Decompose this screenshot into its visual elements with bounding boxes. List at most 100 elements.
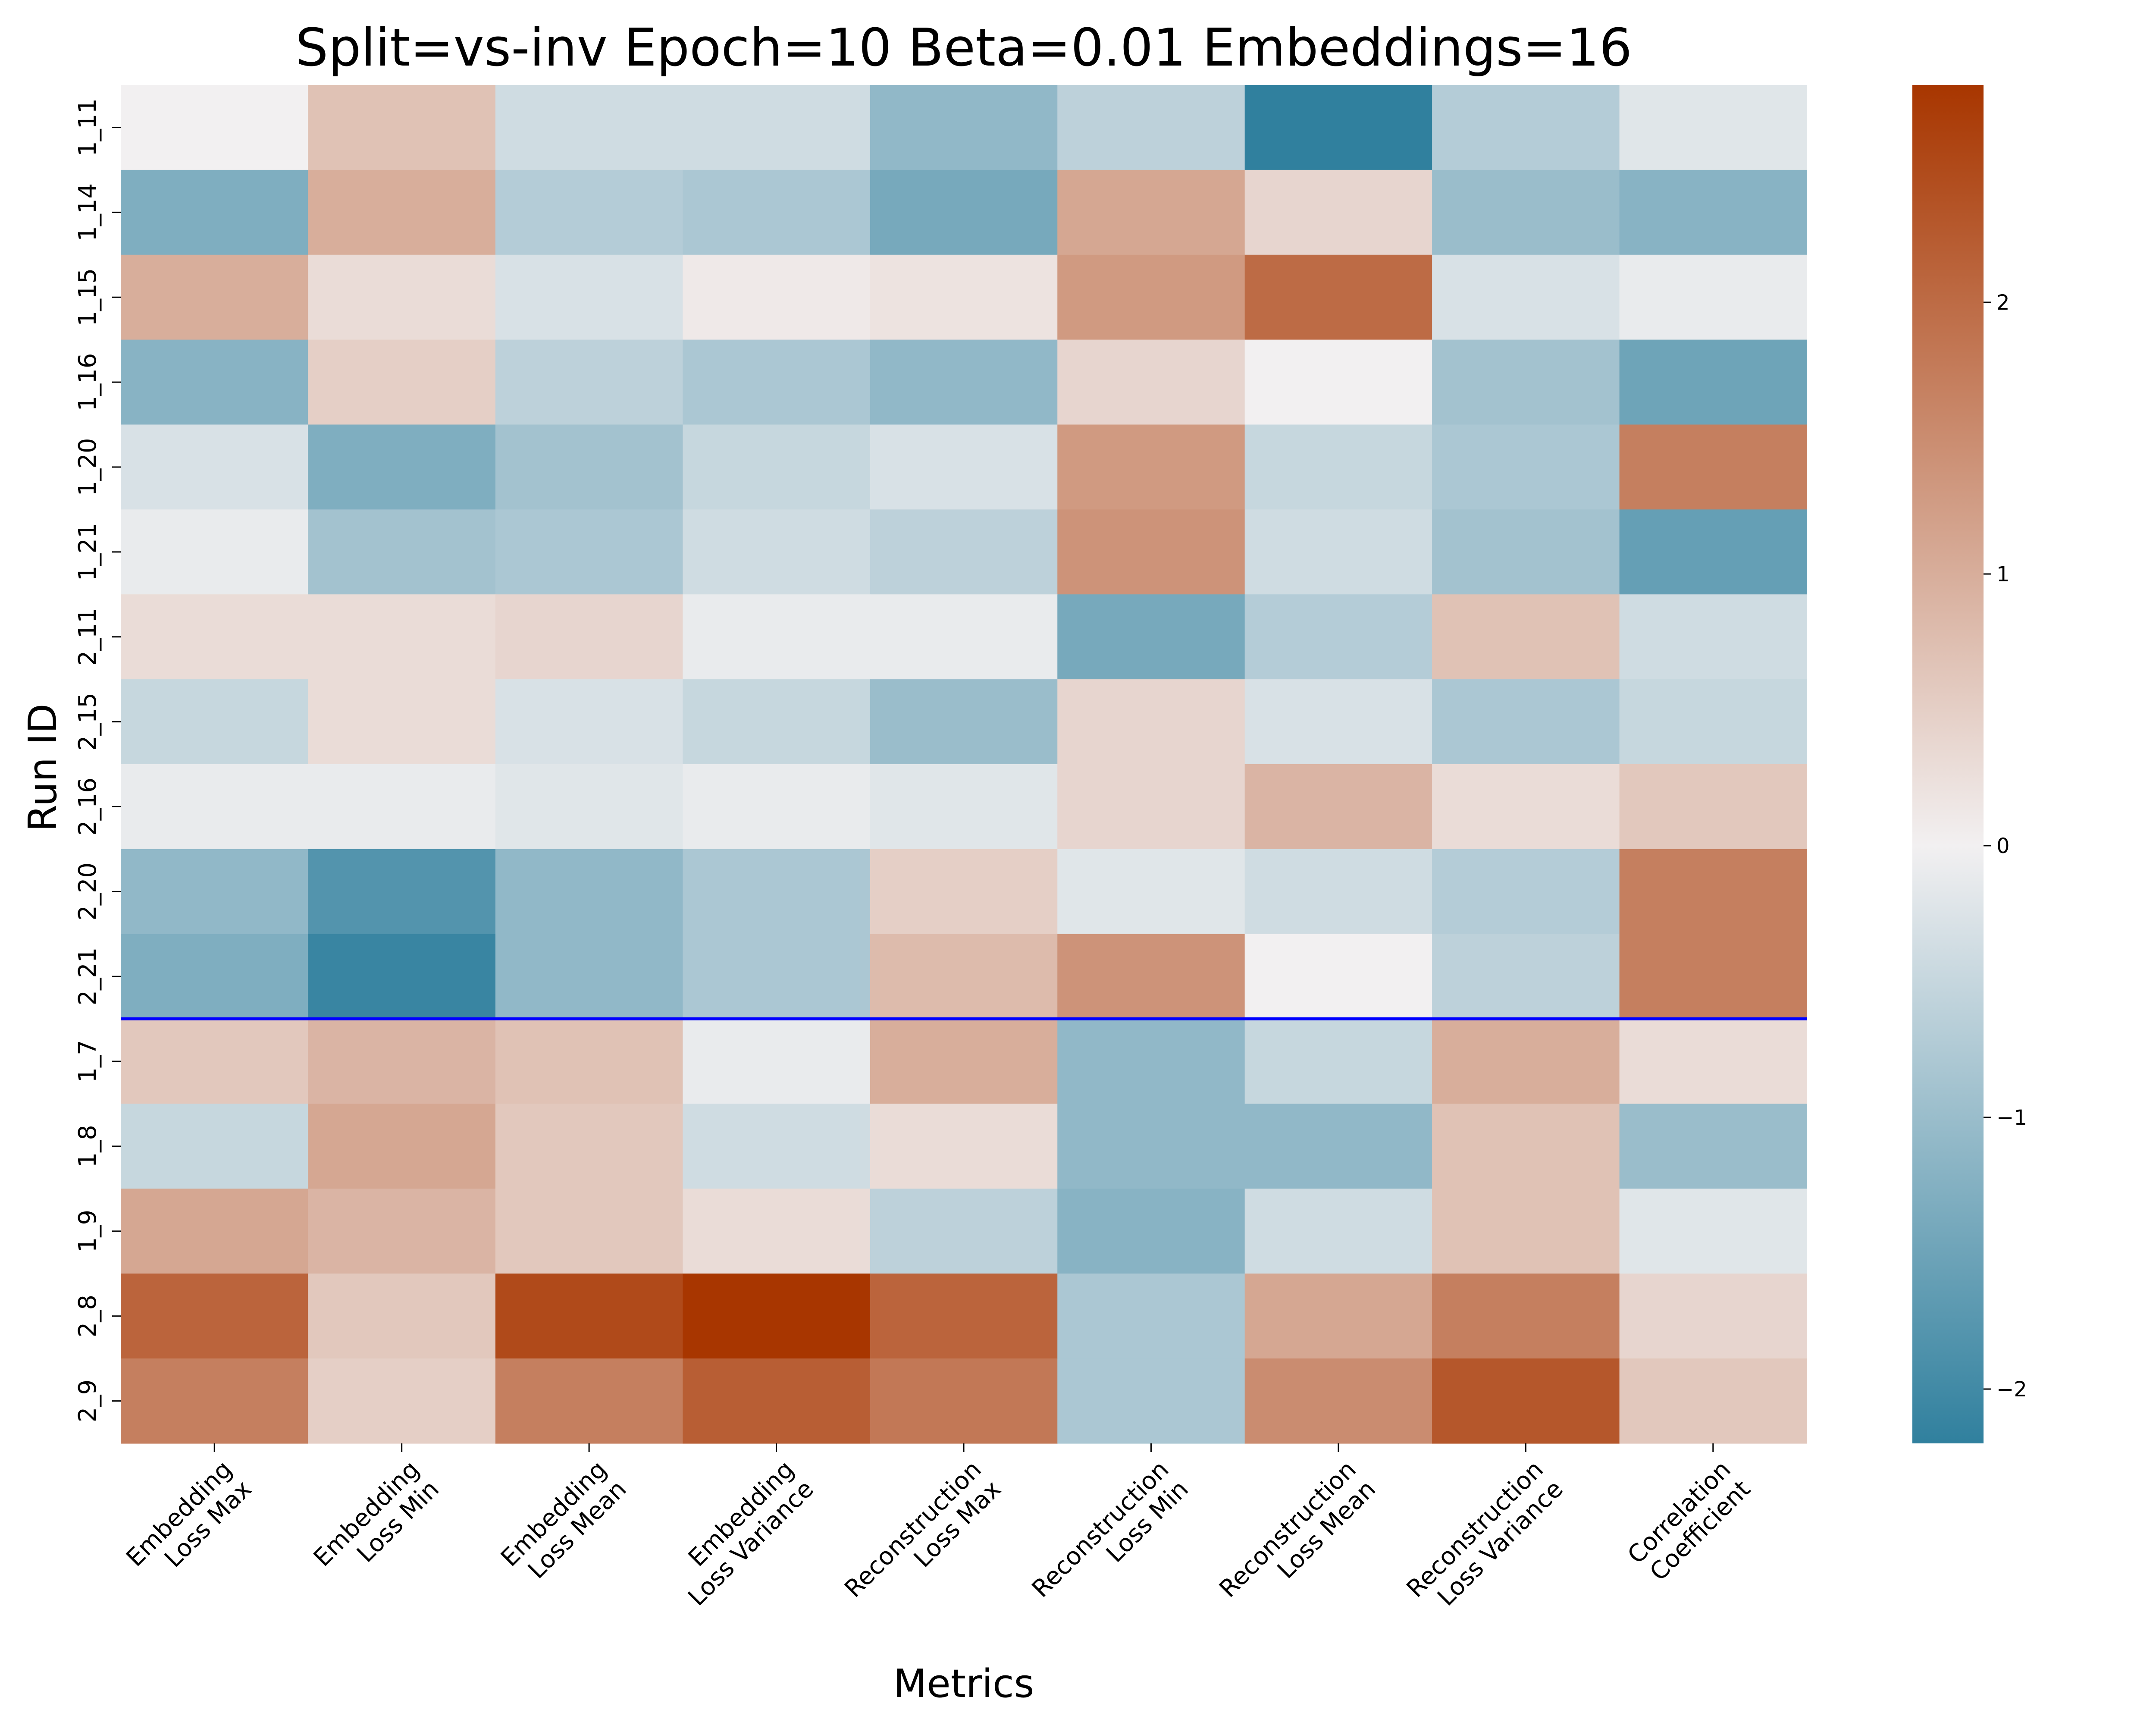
x-tick-label: ReconstructionLoss Mean: [1214, 1455, 1381, 1623]
heatmap-cell: [495, 934, 683, 1019]
heatmap-cell: [1057, 254, 1245, 340]
heatmap-cell: [1244, 1273, 1432, 1359]
heatmap-cell: [1432, 85, 1620, 170]
y-tick-label: 2_15: [74, 693, 102, 751]
heatmap-cell: [308, 1019, 496, 1104]
heatmap-cell: [1432, 254, 1620, 340]
y-tick-label: 2_9: [74, 1380, 102, 1422]
y-tick-label: 2_8: [74, 1295, 102, 1337]
heatmap-cell: [308, 679, 496, 765]
y-tick-label: 1_16: [74, 353, 102, 411]
heatmap-cell: [1619, 934, 1807, 1019]
heatmap-cell: [121, 254, 309, 340]
heatmap-cell: [1057, 1189, 1245, 1274]
colorbar-tick-label: −1: [1996, 1106, 2027, 1130]
heatmap-cell: [121, 169, 309, 255]
heatmap-cell: [1244, 679, 1432, 765]
heatmap-cell: [121, 1104, 309, 1189]
heatmap-cell: [1057, 1104, 1245, 1189]
colorbar-tick-label: 1: [1996, 562, 2010, 586]
heatmap-cell: [1619, 764, 1807, 850]
y-tick-label: 1_11: [74, 98, 102, 157]
heatmap-cell: [683, 764, 871, 850]
colorbar: [1912, 85, 1984, 1443]
heatmap-cell: [1057, 764, 1245, 850]
heatmap-cell: [870, 339, 1058, 425]
heatmap-cell: [1244, 594, 1432, 680]
heatmap-cell: [683, 1104, 871, 1189]
heatmap-cell: [121, 339, 309, 425]
heatmap-cell: [1432, 339, 1620, 425]
heatmap-cell: [495, 849, 683, 935]
heatmap-cell: [1057, 849, 1245, 935]
heatmap-cell: [495, 1358, 683, 1444]
heatmap-cell: [121, 1189, 309, 1274]
heatmap-cell: [1432, 1019, 1620, 1104]
heatmap-cell: [683, 934, 871, 1019]
heatmap-cell: [683, 1273, 871, 1359]
heatmap-cell: [495, 424, 683, 510]
heatmap-cell: [1244, 1189, 1432, 1274]
x-tick-label: CorrelationCoefficient: [1622, 1455, 1756, 1589]
heatmap-cell: [308, 1189, 496, 1274]
heatmap-cell: [1057, 509, 1245, 595]
heatmap-cell: [495, 1189, 683, 1274]
x-tick-label: ReconstructionLoss Variance: [1401, 1455, 1569, 1623]
heatmap-cell: [1432, 509, 1620, 595]
heatmap-cell: [870, 679, 1058, 765]
heatmap-cell: [1244, 424, 1432, 510]
heatmap-cell: [1619, 849, 1807, 935]
heatmap-cell: [1057, 1358, 1245, 1444]
heatmap-cell: [1619, 594, 1807, 680]
colorbar-tick-label: 2: [1996, 291, 2010, 315]
heatmap-cell: [308, 339, 496, 425]
colorbar-ticks: −2 −1 0 1 2: [1984, 291, 2027, 1402]
heatmap-cell: [121, 85, 309, 170]
x-axis-label: Metrics: [893, 1661, 1034, 1706]
heatmap-cell: [870, 424, 1058, 510]
y-tick-label: 2_20: [74, 862, 102, 921]
y-tick-label: 1_15: [74, 268, 102, 326]
heatmap-cell: [121, 1273, 309, 1359]
heatmap-cell: [308, 934, 496, 1019]
heatmap-cell: [1057, 934, 1245, 1019]
colorbar-tick-label: 0: [1996, 834, 2010, 858]
heatmap-cell: [1244, 85, 1432, 170]
heatmap-cell: [308, 85, 496, 170]
heatmap-cell: [683, 1189, 871, 1274]
heatmap-cell: [1619, 169, 1807, 255]
heatmap-cell: [121, 1019, 309, 1104]
heatmap-cell: [1244, 934, 1432, 1019]
heatmap-cell: [1244, 509, 1432, 595]
heatmap-cell: [1057, 339, 1245, 425]
heatmap-cell: [870, 849, 1058, 935]
y-tick-label: 1_20: [74, 438, 102, 496]
y-tick-label: 1_21: [74, 523, 102, 581]
heatmap-cell: [870, 1019, 1058, 1104]
x-tick-label: EmbeddingLoss Max: [121, 1455, 257, 1592]
heatmap-cell: [121, 764, 309, 850]
heatmap-cell: [1244, 1019, 1432, 1104]
y-tick-label: 1_14: [74, 183, 102, 242]
heatmap-cell: [308, 764, 496, 850]
heatmap-cell: [1057, 679, 1245, 765]
heatmap-cell: [683, 1019, 871, 1104]
heatmap-cell: [870, 169, 1058, 255]
heatmap-cell: [1619, 1273, 1807, 1359]
heatmap-cell: [121, 679, 309, 765]
heatmap-cell: [870, 1189, 1058, 1274]
heatmap-cell: [870, 254, 1058, 340]
heatmap-cell: [1432, 679, 1620, 765]
chart-title: Split=vs-inv Epoch=10 Beta=0.01 Embeddin…: [295, 18, 1632, 78]
heatmap-cell: [495, 169, 683, 255]
heatmap-cell: [1619, 509, 1807, 595]
heatmap-cell: [683, 85, 871, 170]
heatmap-cell: [1057, 1019, 1245, 1104]
heatmap-cell: [495, 679, 683, 765]
heatmap-cell: [308, 424, 496, 510]
heatmap-cell: [1244, 1104, 1432, 1189]
heatmap-cell: [495, 594, 683, 680]
heatmap-cell: [683, 424, 871, 510]
heatmap-cell: [121, 934, 309, 1019]
